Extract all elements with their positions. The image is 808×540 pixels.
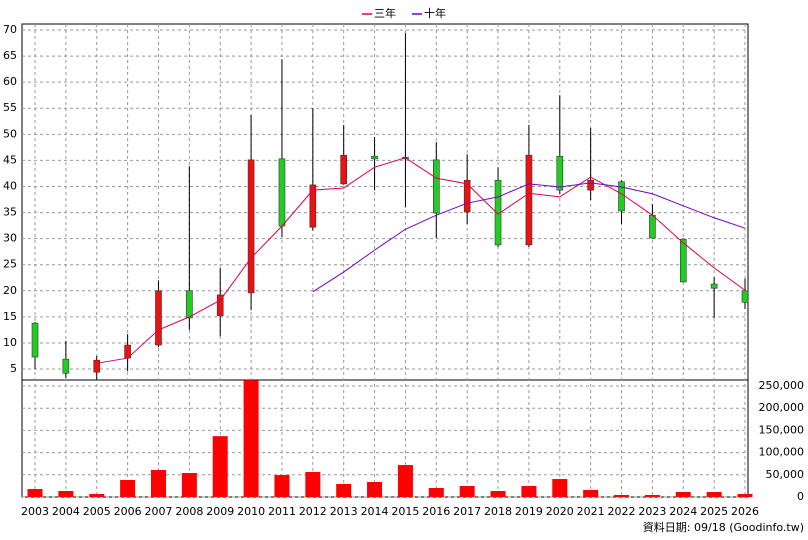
x-tick-label: 2009	[206, 505, 234, 518]
volume-bar	[644, 495, 660, 497]
ma-line	[312, 182, 746, 293]
x-tick-label: 2012	[299, 505, 327, 518]
volume-bar	[706, 491, 722, 497]
y-tick-label: 50	[3, 127, 17, 140]
volume-bar	[459, 485, 475, 497]
candle-body	[556, 155, 564, 191]
y-tick-label: 25	[3, 258, 17, 271]
x-tick-label: 2004	[52, 505, 80, 518]
volume-bar	[583, 489, 599, 497]
x-tick-label: 2005	[83, 505, 111, 518]
y-tick-label: 15	[3, 310, 17, 323]
volume-bar	[490, 491, 506, 497]
y2-tick-label: 250,000	[759, 379, 805, 392]
footnote: 資料日期: 09/18 (Goodinfo.tw)	[643, 520, 804, 534]
volume-bar	[521, 485, 537, 497]
candle-body	[186, 290, 193, 319]
candle-body	[247, 159, 255, 294]
x-tick-label: 2003	[21, 505, 49, 518]
volume-bar	[181, 473, 197, 497]
candle-body	[618, 181, 625, 212]
y-tick-label: 70	[3, 23, 17, 36]
y-tick-label: 55	[3, 101, 17, 114]
volume-bar	[397, 465, 413, 497]
y2-tick-label: 0	[797, 490, 804, 503]
x-tick-label: 2010	[237, 505, 265, 518]
volume-bar	[367, 481, 383, 497]
x-tick-label: 2022	[608, 505, 636, 518]
x-tick-label: 2023	[638, 505, 666, 518]
y-tick-label: 65	[3, 49, 17, 62]
x-tick-label: 2018	[484, 505, 512, 518]
y2-tick-label: 150,000	[759, 423, 805, 436]
candle-body	[93, 359, 101, 373]
x-tick-label: 2025	[700, 505, 728, 518]
volume-bar	[58, 491, 74, 497]
candle-body	[433, 159, 440, 214]
x-tick-label: 2008	[175, 505, 203, 518]
candle-body	[371, 155, 378, 160]
y2-tick-label: 100,000	[759, 446, 805, 459]
volume-bar	[428, 487, 444, 497]
x-tick-label: 2021	[577, 505, 605, 518]
volume-bar	[27, 489, 43, 497]
y-tick-label: 10	[3, 336, 17, 349]
candle-body	[309, 184, 317, 228]
plot-area	[21, 23, 749, 498]
x-tick-label: 2026	[731, 505, 759, 518]
x-tick-label: 2020	[546, 505, 574, 518]
x-tick-label: 2013	[330, 505, 358, 518]
candle-body	[278, 158, 286, 227]
candle-body	[155, 290, 162, 346]
ma-line	[96, 157, 746, 364]
candle-body	[62, 358, 70, 374]
x-tick-label: 2015	[391, 505, 419, 518]
legend-label: 十年	[424, 6, 446, 20]
volume-bar	[89, 493, 105, 497]
y-tick-label: 60	[3, 75, 17, 88]
candle-body	[216, 294, 224, 317]
y2-tick-label: 200,000	[759, 401, 805, 414]
y-tick-label: 5	[10, 362, 17, 375]
candle-body	[649, 214, 656, 239]
x-tick-label: 2006	[114, 505, 142, 518]
x-tick-label: 2014	[361, 505, 389, 518]
candle-body	[525, 154, 533, 246]
x-tick-label: 2011	[268, 505, 296, 518]
volume-bar	[675, 491, 691, 497]
volume-bar	[243, 380, 259, 497]
volume-bar	[150, 470, 166, 497]
x-tick-label: 2007	[144, 505, 172, 518]
candle-body	[463, 179, 471, 213]
x-tick-label: 2024	[669, 505, 697, 518]
volume-bar	[274, 475, 290, 497]
y-tick-label: 35	[3, 206, 17, 219]
y2-tick-label: 50,000	[766, 468, 805, 481]
candle-body	[741, 290, 749, 303]
volume-bar	[614, 495, 630, 497]
legend-label: 三年	[374, 6, 396, 20]
x-tick-label: 2016	[422, 505, 450, 518]
candle-body	[340, 154, 347, 185]
candle-body	[710, 283, 718, 289]
volume-bar	[212, 436, 228, 497]
volume-bar	[336, 483, 352, 497]
volume-bar	[305, 472, 321, 497]
x-tick-label: 2017	[453, 505, 481, 518]
candle-body	[587, 179, 594, 191]
candle-body	[679, 238, 687, 283]
y-tick-label: 30	[3, 232, 17, 245]
volume-bar	[737, 493, 753, 497]
volume-bar	[552, 479, 568, 497]
volume-bar	[120, 479, 136, 497]
y-tick-label: 20	[3, 284, 17, 297]
y-tick-label: 40	[3, 179, 17, 192]
candle-body	[31, 322, 39, 358]
y-tick-label: 45	[3, 153, 17, 166]
x-tick-label: 2019	[515, 505, 543, 518]
